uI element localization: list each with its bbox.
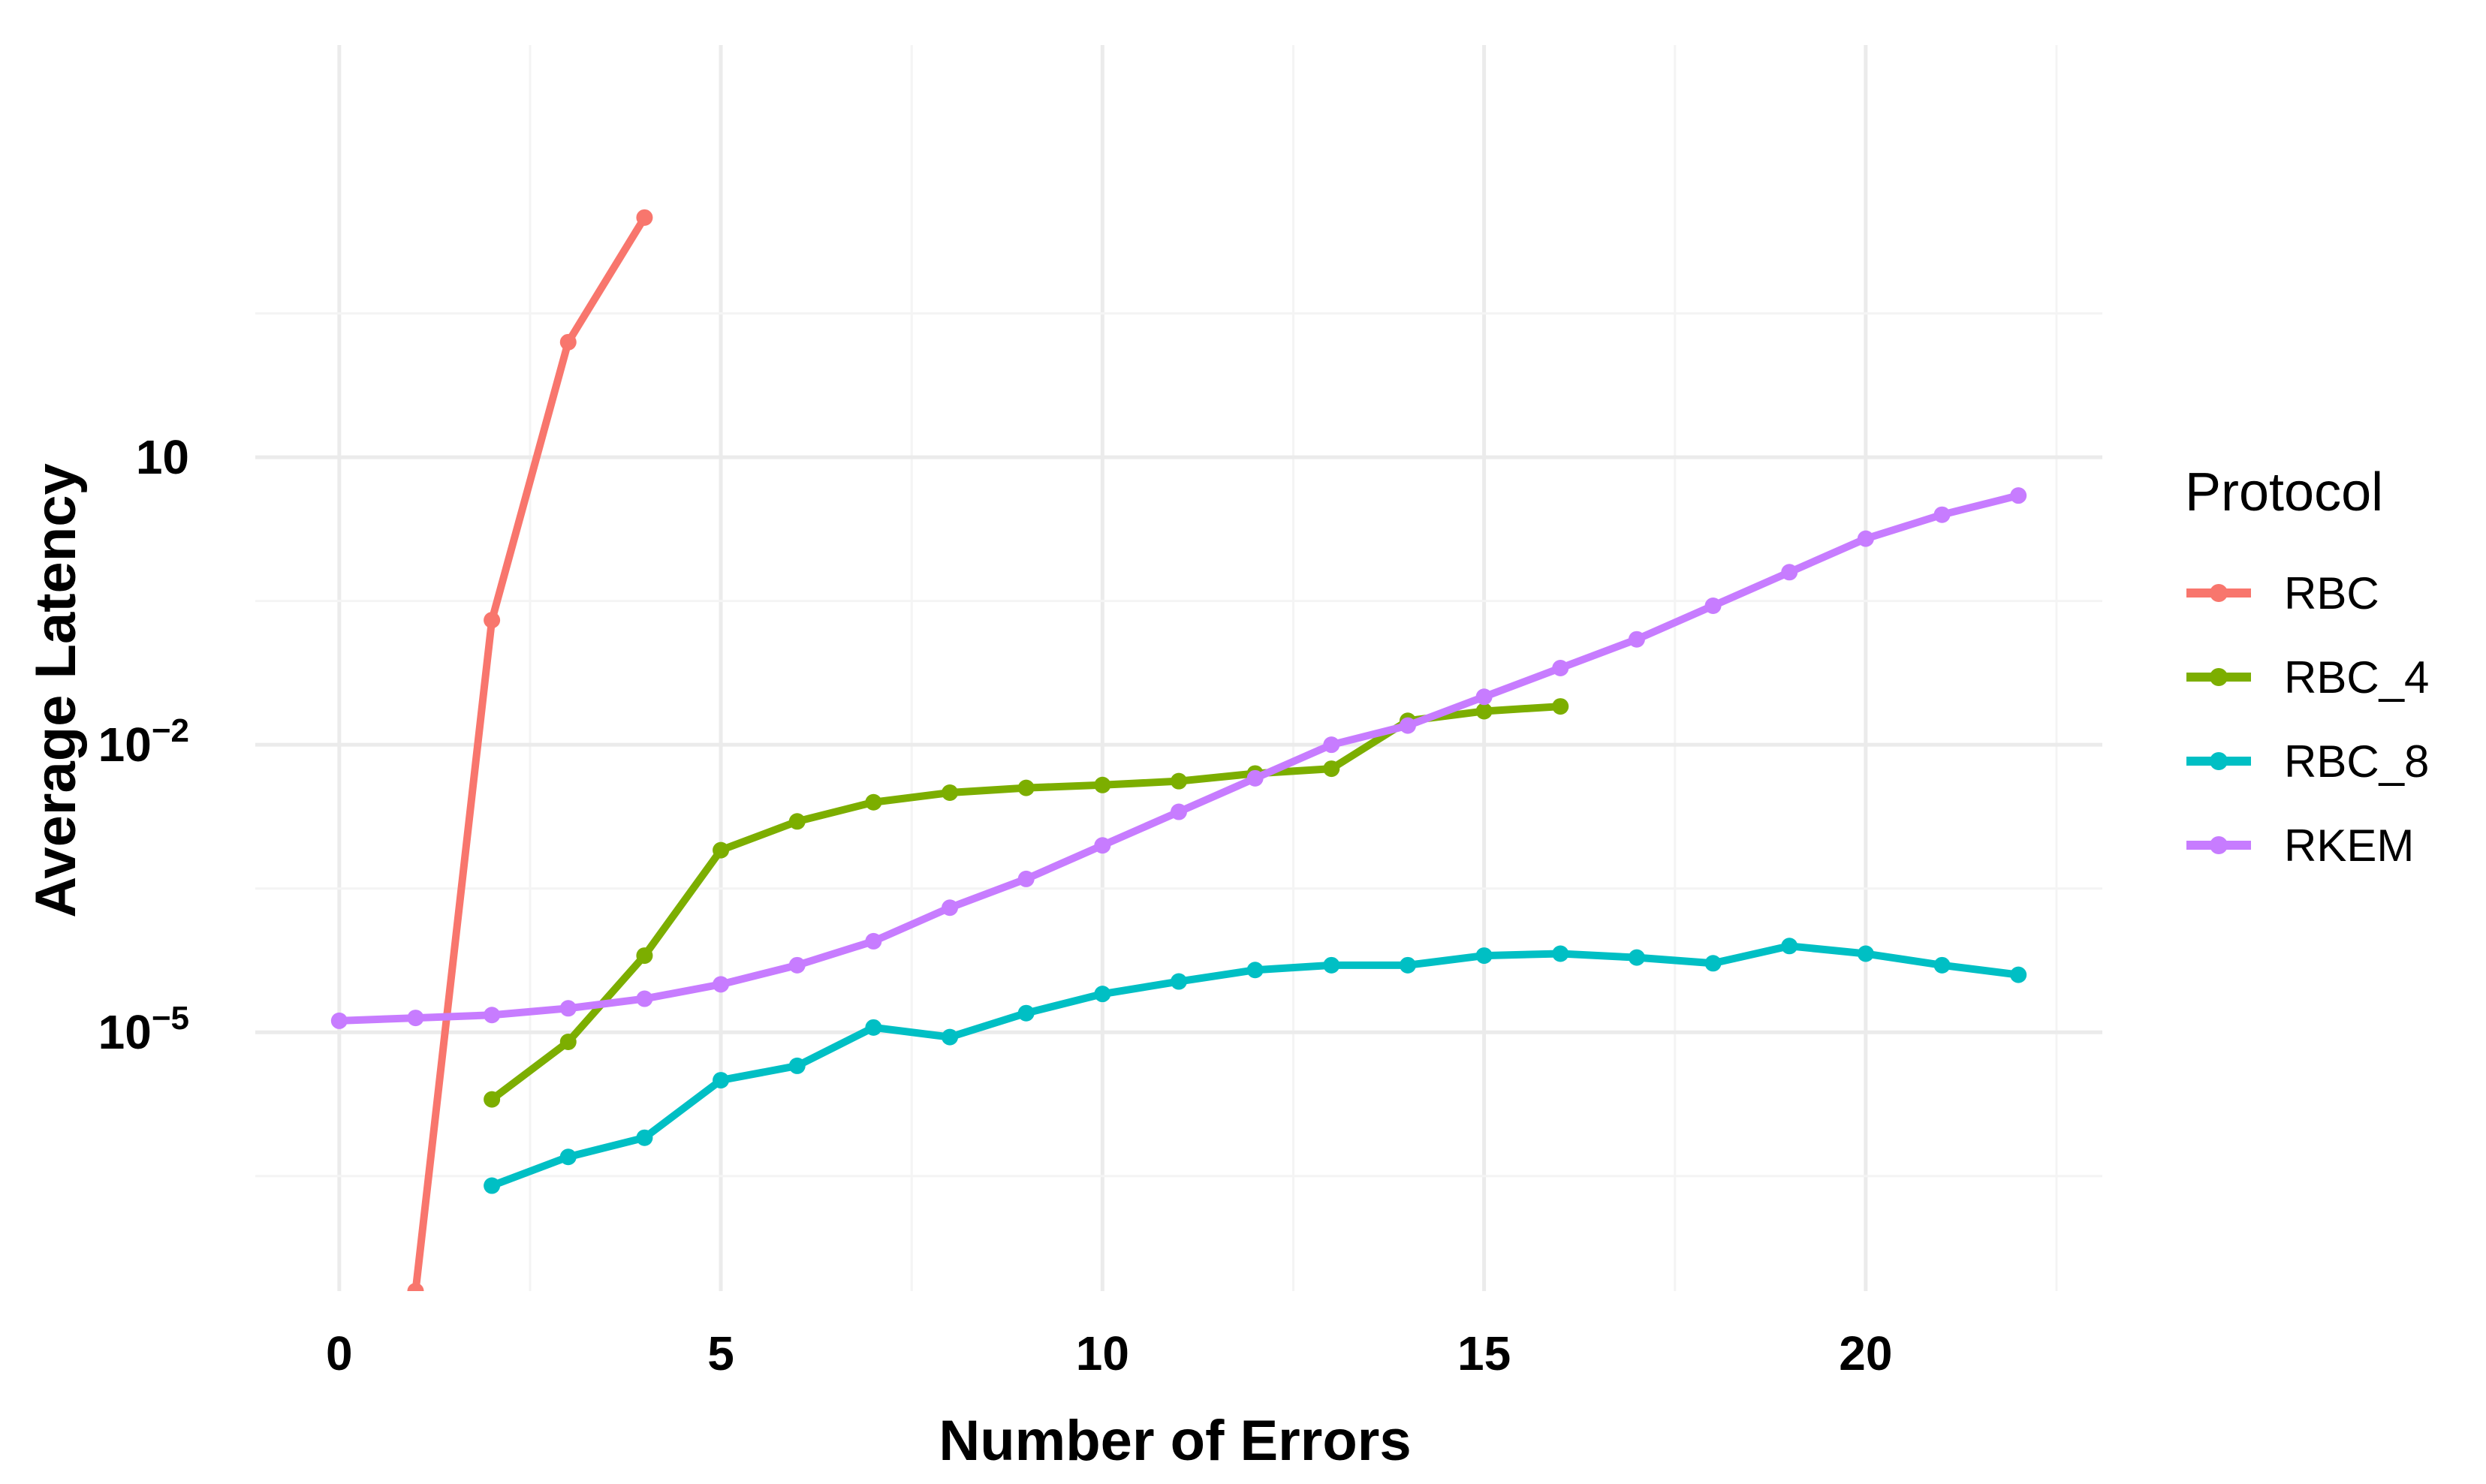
data-point [484,1007,501,1024]
data-point [942,899,959,917]
data-point [1781,564,1798,581]
legend-label: RKEM [2284,820,2414,871]
y-tick-label: 10−5 [98,1000,189,1059]
data-point [1171,803,1187,820]
data-point [1246,962,1264,979]
data-point [1704,955,1722,972]
data-point [636,990,653,1007]
x-tick-label: 5 [707,1326,734,1380]
data-point [484,1091,501,1108]
x-tick-label: 10 [1076,1326,1129,1380]
data-point [636,209,653,226]
legend-label: RBC [2284,568,2379,619]
data-point [1399,717,1416,734]
data-point [788,956,806,974]
data-point [559,1148,577,1166]
data-point [942,1028,959,1046]
legend-label: RBC_4 [2284,652,2429,703]
data-point [1704,598,1722,614]
data-point [1933,956,1951,974]
data-point [484,1177,501,1194]
data-point [1017,1004,1035,1022]
data-point [1171,973,1187,990]
data-point [942,784,959,801]
data-point [713,841,730,859]
legend-title: Protocol [2185,462,2383,522]
data-point [1628,631,1645,648]
x-tick-label: 0 [326,1326,353,1380]
data-point [713,976,730,993]
y-axis-title: Average Latency [24,463,88,917]
legend-key-point [2210,836,2228,854]
data-point [1781,938,1798,955]
legend: Protocol RBC RBC_4 RBC_8 RKEM [2185,462,2429,871]
grid-lines [255,45,2102,1291]
series-line [411,213,649,1291]
data-point [865,932,882,950]
data-point [1094,986,1111,1003]
data-point [2010,487,2027,504]
data-point [1857,530,1874,547]
data-point [865,1019,882,1036]
y-axis-ticks: 10 10−2 10−5 [98,430,189,1059]
legend-key-point [2210,584,2228,602]
data-point [559,1034,577,1050]
data-point [1323,760,1340,778]
legend-item: RBC_4 [2186,652,2429,703]
data-point [559,1000,577,1017]
data-point [1323,736,1340,754]
data-point [1933,506,1951,523]
data-point [788,1057,806,1074]
data-point [407,1010,424,1027]
x-axis-ticks: 0 5 10 15 20 [326,1326,1892,1380]
series-rbc-4 [484,698,1569,1108]
data-point [636,947,653,965]
data-point [484,612,501,629]
data-point [1552,660,1569,676]
series-rkem [330,487,2027,1029]
legend-item: RKEM [2186,820,2414,871]
data-point [1857,945,1874,962]
series-rbc-8 [484,938,2027,1194]
data-point [1171,772,1187,790]
legend-item: RBC_8 [2186,736,2429,787]
data-point [636,1129,653,1146]
data-point [1323,956,1340,974]
data-point [1475,947,1493,965]
data-point [1246,769,1264,787]
data-point [330,1012,348,1029]
legend-item: RBC [2186,568,2379,619]
series-line [335,492,2023,1025]
data-point [1552,698,1569,715]
data-point [407,1283,424,1291]
data-point [1399,956,1416,974]
data-point [1475,703,1493,720]
series-layer [330,209,2027,1291]
y-tick-label: 10−2 [98,712,189,772]
data-point [788,813,806,830]
data-point [1628,949,1645,966]
x-tick-label: 20 [1839,1326,1892,1380]
data-point [1475,688,1493,706]
data-point [865,793,882,811]
data-point [559,333,577,351]
y-tick-label: 10 [136,430,189,484]
data-point [1094,776,1111,793]
data-point [1017,870,1035,887]
legend-key-point [2210,752,2228,770]
legend-key-point [2210,668,2228,686]
data-point [713,1072,730,1089]
x-axis-title: Number of Errors [939,1409,1411,1473]
data-point [1094,837,1111,854]
x-tick-label: 15 [1457,1326,1511,1380]
data-point [1017,779,1035,796]
data-point [1552,945,1569,962]
legend-label: RBC_8 [2284,736,2429,787]
series-line [488,703,1565,1103]
data-point [2010,966,2027,983]
series-rbc [407,209,653,1291]
